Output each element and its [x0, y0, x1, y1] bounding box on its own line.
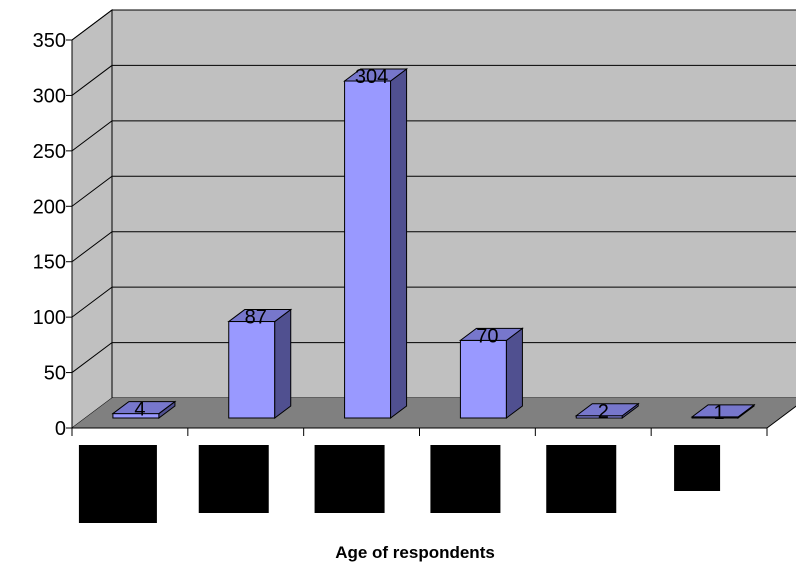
y-tick-label: 150 — [33, 252, 66, 274]
bar-front — [459, 339, 507, 419]
bar-side — [390, 67, 408, 419]
data-label: 1 — [714, 402, 725, 424]
gridline — [71, 120, 796, 152]
gridline — [71, 9, 796, 41]
y-tick-label: 100 — [33, 307, 66, 329]
bar-top — [227, 309, 293, 323]
bar-side — [274, 308, 292, 419]
back-wall — [111, 9, 796, 399]
redacted-category-label — [546, 445, 617, 513]
gridline — [71, 64, 796, 96]
x-axis — [71, 427, 768, 436]
redacted-category-labels — [78, 445, 721, 523]
redacted-category-label — [198, 445, 269, 513]
bar-front — [344, 80, 392, 419]
y-tick-label: 50 — [44, 363, 66, 385]
bar-top — [574, 403, 640, 417]
redacted-category-label — [430, 445, 501, 513]
bar — [574, 402, 640, 419]
bar — [111, 400, 177, 419]
y-tick-label: 200 — [33, 196, 66, 218]
y-axis: 0 50 100 150 200 250 300 350 — [33, 30, 73, 440]
gridline — [71, 175, 796, 207]
data-label: 4 — [134, 399, 145, 421]
bar — [458, 327, 524, 419]
bar — [343, 67, 409, 419]
bar — [690, 403, 756, 419]
data-label: 304 — [355, 66, 388, 88]
data-label: 2 — [598, 401, 609, 423]
bar-side — [505, 327, 523, 419]
redacted-category-label — [674, 445, 721, 491]
bars: 4 87 304 70 2 1 — [111, 66, 756, 424]
x-axis-label: Age of respondents — [335, 543, 495, 562]
gridline — [71, 286, 796, 318]
y-tick-label: 250 — [33, 141, 66, 163]
y-tick-label: 350 — [33, 30, 66, 52]
bar-top — [343, 68, 409, 82]
bar — [227, 308, 293, 419]
data-label: 87 — [245, 307, 267, 329]
side-wall — [71, 9, 113, 429]
y-tick-label: 300 — [33, 85, 66, 107]
bar-front — [228, 321, 276, 419]
redacted-category-label — [78, 445, 157, 523]
redacted-category-label — [314, 445, 385, 513]
floor-edge — [766, 405, 796, 429]
gridline — [71, 231, 796, 263]
gridlines — [71, 9, 796, 373]
y-tick-label: 0 — [55, 418, 66, 440]
gridline — [71, 342, 796, 373]
bar-top — [458, 327, 524, 341]
bar-top — [690, 404, 756, 418]
chart-walls — [71, 9, 796, 429]
floor — [72, 398, 796, 428]
bar-top — [111, 401, 177, 415]
data-label: 70 — [476, 325, 498, 347]
